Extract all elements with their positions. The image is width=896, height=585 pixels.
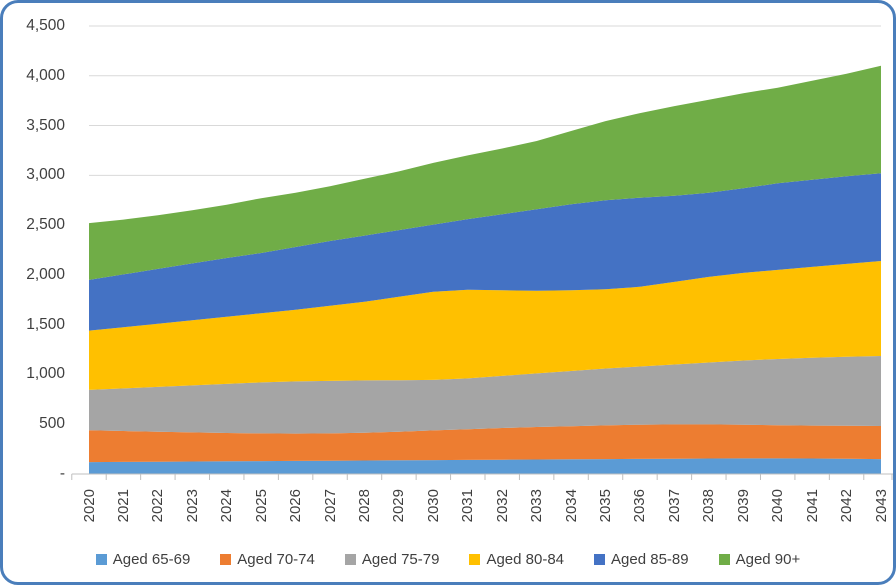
x-axis-label: 2024 <box>218 489 236 523</box>
legend-label: Aged 70-74 <box>237 550 315 568</box>
legend-item-aged-90+[interactable]: Aged 90+ <box>718 550 801 568</box>
x-axis-label: 2037 <box>665 489 683 523</box>
x-axis-label: 2039 <box>734 489 752 523</box>
x-axis-label: 2043 <box>872 489 890 523</box>
area-aged-65-69 <box>89 458 881 474</box>
x-axis-label: 2032 <box>493 489 511 523</box>
legend-swatch-icon <box>220 553 232 565</box>
x-axis-label: 2026 <box>287 489 305 523</box>
y-axis-label: 1,000 <box>26 365 65 383</box>
legend-item-aged-65-69[interactable]: Aged 65-69 <box>95 550 191 568</box>
x-axis-label: 2031 <box>459 489 477 523</box>
legend-label: Aged 65-69 <box>112 550 191 568</box>
legend-label: Aged 85-89 <box>611 550 689 568</box>
x-axis-label: 2042 <box>838 489 856 523</box>
x-axis-label: 2020 <box>80 489 98 523</box>
legend-label: Aged 75-79 <box>361 550 440 568</box>
x-axis-label: 2025 <box>252 489 270 523</box>
x-axis-label: 2023 <box>183 489 201 523</box>
x-axis-label: 2040 <box>769 489 787 523</box>
legend-swatch-icon <box>95 553 107 565</box>
y-axis-label: 3,000 <box>26 166 65 184</box>
x-axis-label: 2034 <box>562 489 580 523</box>
legend-item-aged-80-84[interactable]: Aged 80-84 <box>469 551 564 568</box>
legend: Aged 65-69 Aged 70-74 Aged 75-79 Aged 80-84… <box>3 543 893 575</box>
x-axis-label: 2029 <box>390 489 408 523</box>
y-axis-label: 1,500 <box>26 315 65 333</box>
legend-swatch-icon <box>344 553 356 565</box>
area-aged-80-84 <box>89 261 881 390</box>
legend-item-aged-85-89[interactable]: Aged 85-89 <box>594 551 689 568</box>
legend-label: Aged 80-84 <box>486 550 565 568</box>
x-axis-label: 2028 <box>355 489 373 523</box>
x-axis-label: 2036 <box>631 489 649 523</box>
legend-swatch-icon <box>594 553 606 565</box>
area-aged-85-89 <box>89 173 881 331</box>
x-axis-label: 2021 <box>114 489 132 523</box>
legend-label: Aged 90+ <box>735 550 801 568</box>
x-axis-label: 2038 <box>700 489 718 523</box>
area-aged-90+ <box>89 65 881 280</box>
x-axis-label: 2027 <box>321 489 339 523</box>
y-axis-label: 2,500 <box>26 216 65 234</box>
y-axis-label: 2,000 <box>26 265 65 283</box>
legend-item-aged-75-79[interactable]: Aged 75-79 <box>344 550 440 568</box>
x-axis-label: 2033 <box>528 489 546 523</box>
area-aged-75-79 <box>89 356 881 434</box>
area-aged-70-74 <box>89 424 881 463</box>
x-axis-label: 2022 <box>149 489 167 523</box>
plot-area <box>71 25 893 480</box>
y-axis-label: - <box>59 465 65 482</box>
x-axis-label: 2041 <box>803 489 821 523</box>
legend-swatch-icon <box>469 553 481 565</box>
y-axis-label: 4,500 <box>26 17 65 34</box>
legend-item-aged-70-74[interactable]: Aged 70-74 <box>220 551 315 568</box>
y-axis-label: 3,500 <box>26 116 65 134</box>
y-axis-label: 4,000 <box>26 66 65 84</box>
x-axis-label: 2035 <box>597 489 615 523</box>
y-axis-label: 500 <box>39 415 65 433</box>
x-axis-label: 2030 <box>424 489 442 523</box>
legend-swatch-icon <box>718 553 730 565</box>
